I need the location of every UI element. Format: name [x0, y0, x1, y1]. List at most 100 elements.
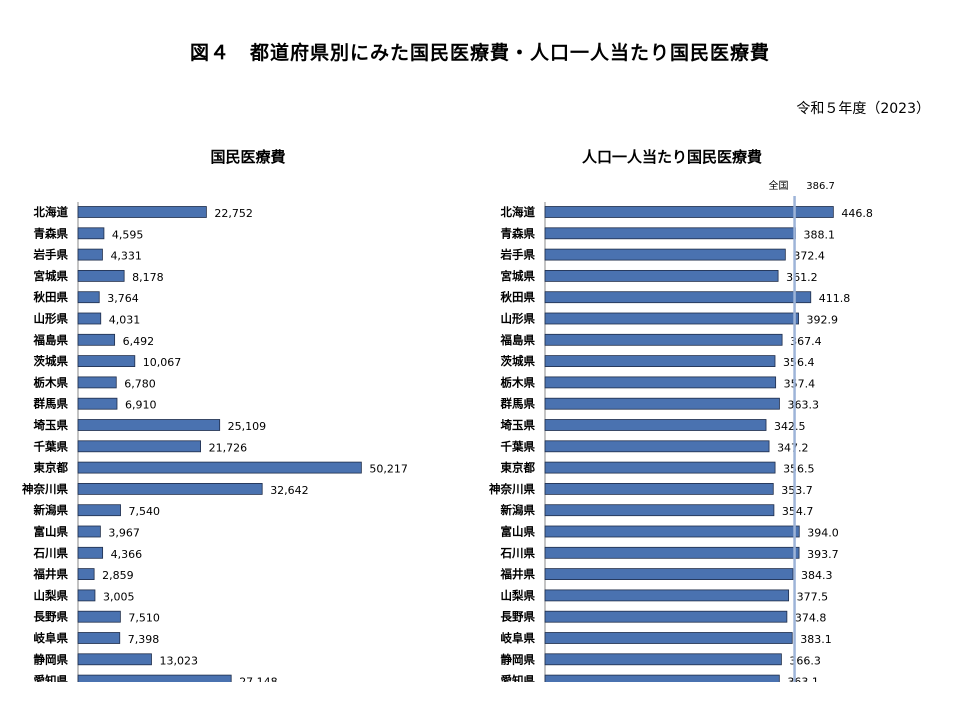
bar: [77, 333, 116, 346]
bar: [544, 312, 799, 325]
category-label: 栃木県: [501, 375, 536, 389]
category-label: 岐阜県: [501, 631, 536, 645]
bar: [544, 206, 834, 218]
bar: [77, 291, 100, 304]
value-label: 6,492: [123, 335, 154, 348]
bar: [544, 482, 774, 495]
value-label: 8,178: [132, 271, 164, 284]
category-label: 富山県: [501, 525, 536, 539]
category-label: 山梨県: [34, 588, 69, 602]
category-label: 福井県: [33, 567, 69, 581]
bar: [77, 504, 121, 517]
bar: [77, 589, 96, 602]
value-label: 372.4: [793, 250, 825, 263]
bar: [77, 461, 362, 474]
bar: [544, 376, 777, 389]
bar: [544, 397, 780, 410]
bar: [77, 610, 121, 623]
category-label: 東京都: [34, 461, 69, 475]
category-label: 愛知県: [34, 674, 69, 688]
value-label: 367.4: [790, 335, 822, 348]
left-chart-title: 国民医療費: [210, 148, 285, 166]
value-label: 3,764: [107, 292, 139, 305]
category-label: 神奈川県: [489, 482, 535, 496]
category-label: 青森県: [34, 226, 69, 240]
bar: [544, 674, 780, 682]
bar: [544, 589, 790, 602]
value-label: 4,031: [109, 314, 141, 327]
national-average-value: 386.7: [806, 181, 835, 192]
value-label: 342.5: [774, 420, 806, 433]
value-label: 6,910: [125, 399, 157, 412]
category-label: 東京都: [501, 461, 536, 475]
category-label: 茨城県: [34, 354, 69, 368]
category-label: 秋田県: [34, 290, 69, 304]
value-label: 392.9: [807, 314, 839, 327]
value-label: 383.1: [800, 633, 832, 646]
category-label: 福島県: [500, 333, 536, 347]
bar: [77, 674, 232, 682]
value-label: 7,540: [129, 505, 161, 518]
value-label: 366.3: [789, 654, 821, 667]
chart-body: 北海道 446.8 青森県 388.1 岩手県 372.4 宮城県 361.2 秋田県 411.8…: [489, 196, 873, 689]
bar: [77, 312, 102, 325]
bar: [544, 333, 783, 346]
category-label: 新潟県: [501, 503, 536, 517]
right-chart-title: 人口一人当たり国民医療費: [582, 148, 762, 166]
bar: [77, 355, 136, 368]
category-label: 千葉県: [501, 439, 536, 453]
bar: [544, 227, 796, 240]
category-label: 秋田県: [501, 290, 536, 304]
value-label: 7,398: [128, 633, 159, 646]
value-label: 3,005: [103, 590, 135, 603]
category-label: 石川県: [500, 546, 536, 560]
category-label: 宮城県: [501, 269, 536, 283]
bar: [77, 440, 201, 453]
bar: [544, 355, 776, 368]
bar: [77, 525, 101, 538]
fiscal-year-label: 令和５年度（2023）: [796, 101, 930, 117]
category-label: 福島県: [33, 333, 69, 347]
value-label: 4,331: [110, 250, 141, 263]
total-medical-expenditure-chart: 国民医療費 北海道 22,752 青森県 4,595 岩手県 4,331 宮城県 8,178 秋…: [22, 148, 408, 688]
value-label: 7,510: [128, 612, 160, 625]
value-label: 357.4: [784, 377, 816, 390]
bar: [77, 227, 105, 240]
value-label: 25,109: [228, 420, 267, 433]
value-label: 377.5: [797, 590, 829, 603]
bar: [77, 269, 125, 282]
bar: [77, 248, 103, 261]
category-label: 福井県: [500, 567, 536, 581]
category-label: 岐阜県: [34, 631, 69, 645]
value-label: 10,067: [143, 356, 182, 369]
bar: [77, 653, 152, 666]
value-label: 6,780: [124, 377, 156, 390]
bar: [544, 440, 770, 453]
category-label: 静岡県: [34, 652, 69, 666]
category-label: 山形県: [34, 312, 69, 326]
value-label: 353.7: [781, 484, 813, 497]
category-label: 北海道: [501, 205, 536, 219]
value-label: 388.1: [803, 228, 835, 241]
national-average-label: 全国: [769, 179, 789, 192]
bar: [77, 632, 121, 644]
category-label: 静岡県: [501, 652, 536, 666]
bar: [544, 419, 767, 431]
value-label: 394.0: [807, 527, 839, 540]
per-capita-medical-expenditure-chart: 人口一人当たり国民医療費 北海道 446.8 青森県 388.1 岩手県 372.4 宮城県…: [489, 148, 873, 689]
category-label: 埼玉県: [34, 418, 69, 432]
bar: [544, 248, 786, 261]
bar: [544, 291, 812, 304]
chart-body: 北海道 22,752 青森県 4,595 岩手県 4,331 宮城県 8,178 秋田県 3,76…: [22, 202, 408, 688]
category-label: 神奈川県: [22, 482, 68, 496]
category-label: 青森県: [501, 226, 536, 240]
bar: [544, 568, 794, 580]
value-label: 356.4: [783, 356, 815, 369]
category-label: 千葉県: [34, 439, 69, 453]
value-label: 363.1: [787, 676, 819, 689]
category-label: 長野県: [501, 610, 536, 624]
category-label: 北海道: [34, 205, 69, 219]
bar: [544, 632, 793, 644]
value-label: 2,859: [102, 569, 134, 582]
